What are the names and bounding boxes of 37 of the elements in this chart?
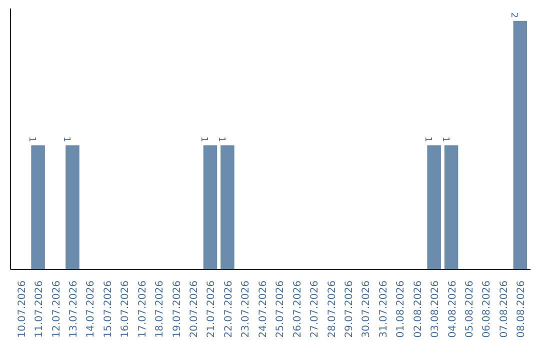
data-label: 1 (60, 136, 71, 142)
x-tick-label: 19.07.2026 (172, 280, 183, 338)
x-tick-label: 26.07.2026 (292, 280, 304, 338)
x-tick-label: 04.08.2026 (447, 280, 458, 338)
data-label: 1 (422, 136, 433, 142)
data-label: 1 (440, 136, 450, 142)
x-tick-label: 12.07.2026 (51, 280, 62, 338)
data-label: 1 (198, 136, 209, 142)
x-tick-label: 05.08.2026 (464, 280, 476, 338)
data-label: 1 (216, 136, 226, 142)
x-tick-label: 24.07.2026 (258, 280, 269, 338)
x-tick-label: 14.07.2026 (86, 280, 97, 338)
x-tick-label: 07.08.2026 (498, 280, 510, 338)
x-tick-label: 02.08.2026 (412, 280, 424, 338)
x-tick-label: 17.07.2026 (137, 280, 148, 338)
x-tick-label: 18.07.2026 (154, 280, 166, 338)
x-tick-label: 29.07.2026 (344, 280, 355, 338)
x-tick-label: 22.07.2026 (223, 280, 234, 338)
x-tick-label: 11.07.2026 (34, 280, 46, 338)
x-tick-label: 25.07.2026 (275, 280, 286, 338)
x-tick-label: 30.07.2026 (361, 280, 372, 338)
x-tick-label: 20.07.2026 (189, 280, 200, 338)
x-tick-label: 21.07.2026 (206, 280, 218, 338)
data-label: 2 (508, 12, 519, 18)
x-tick-label: 31.07.2026 (378, 280, 390, 338)
x-tick-label: 28.07.2026 (326, 280, 338, 338)
x-tick-label: 15.07.2026 (102, 280, 114, 338)
x-tick-label: 03.08.2026 (430, 280, 442, 338)
x-tick-label: 23.07.2026 (240, 280, 252, 338)
data-label: 1 (26, 136, 37, 142)
x-tick-label: 13.07.2026 (68, 280, 80, 338)
x-tick-label: 01.08.2026 (396, 280, 407, 338)
x-tick-label: 16.07.2026 (120, 280, 132, 338)
x-tick-label: 08.08.2026 (516, 280, 528, 338)
x-tick-label: 27.07.2026 (310, 280, 321, 338)
x-tick-label: 06.08.2026 (482, 280, 493, 338)
x-tick-label: 10.07.2026 (16, 280, 28, 338)
